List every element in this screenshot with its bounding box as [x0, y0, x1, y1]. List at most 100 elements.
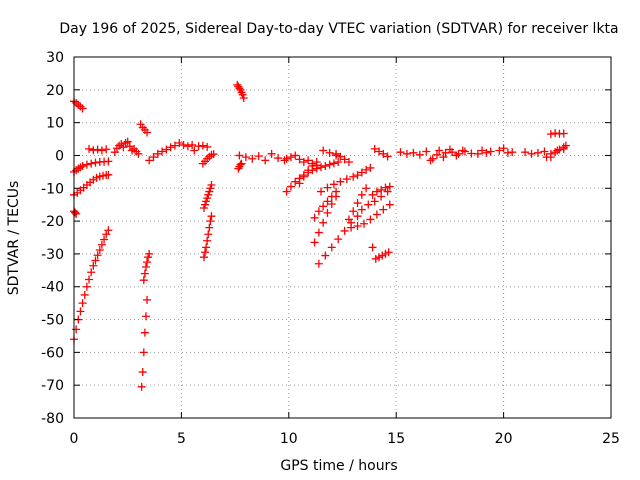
- data-point: [415, 150, 424, 159]
- series-arc-29: [344, 184, 371, 224]
- y-tick-label: 30: [46, 50, 64, 66]
- data-point: [327, 243, 336, 252]
- series-arc-26: [319, 146, 341, 160]
- data-point: [439, 153, 448, 162]
- data-point: [282, 187, 291, 196]
- series-arc-38: [473, 146, 495, 158]
- series-arc-10: [137, 295, 152, 391]
- data-point: [102, 145, 111, 154]
- data-point: [170, 141, 179, 150]
- data-point: [542, 153, 551, 162]
- series-arc-41: [542, 141, 570, 162]
- data-point: [332, 192, 341, 201]
- x-tick-label: 25: [602, 431, 620, 447]
- series-arc-25: [314, 212, 362, 268]
- data-point: [323, 197, 332, 206]
- data-point: [239, 94, 248, 103]
- series-arc-22: [295, 158, 321, 188]
- data-point: [521, 148, 530, 157]
- data-point: [143, 128, 152, 137]
- data-point: [204, 230, 213, 239]
- data-point: [383, 152, 392, 161]
- data-point: [299, 158, 308, 167]
- data-point: [325, 160, 334, 169]
- data-point: [104, 170, 113, 179]
- data-point: [141, 263, 150, 272]
- data-point: [267, 149, 276, 158]
- data-point: [82, 282, 91, 291]
- data-point: [321, 251, 330, 260]
- data-point: [499, 144, 508, 153]
- series-arc-16: [199, 212, 216, 262]
- data-point: [551, 148, 560, 157]
- data-point: [342, 175, 351, 184]
- x-tick-label: 20: [495, 431, 513, 447]
- data-point: [207, 212, 216, 221]
- x-axis-title: GPS time / hours: [280, 458, 397, 474]
- data-point: [89, 146, 98, 155]
- y-tick-label: -40: [41, 280, 64, 296]
- data-point: [140, 328, 149, 337]
- data-point: [314, 207, 323, 216]
- data-point: [381, 183, 390, 192]
- data-point: [207, 180, 216, 189]
- x-tick-label: 0: [70, 431, 79, 447]
- data-point: [319, 146, 328, 155]
- data-point: [91, 158, 100, 167]
- data-point: [314, 259, 323, 268]
- data-point: [357, 205, 366, 214]
- data-point: [202, 243, 211, 252]
- x-tick-label: 15: [387, 431, 405, 447]
- data-point: [235, 84, 244, 93]
- data-point: [372, 187, 381, 196]
- data-point: [473, 149, 482, 158]
- data-point: [357, 190, 366, 199]
- data-point: [353, 199, 362, 208]
- data-point: [72, 209, 81, 218]
- data-point: [334, 235, 343, 244]
- data-point: [314, 228, 323, 237]
- data-point: [143, 295, 152, 304]
- data-point: [370, 197, 379, 206]
- y-tick-label: -80: [41, 411, 64, 427]
- data-point: [555, 145, 564, 154]
- data-point: [291, 177, 300, 186]
- data-point: [89, 261, 98, 270]
- series-arc-37: [426, 145, 467, 165]
- data-point: [102, 230, 111, 239]
- series-arc-24: [310, 192, 341, 247]
- data-point: [194, 142, 203, 151]
- data-point: [486, 147, 495, 156]
- data-point: [71, 208, 80, 217]
- y-tick-label: -50: [41, 313, 64, 329]
- data-point: [533, 148, 542, 157]
- data-point: [97, 146, 106, 155]
- data-point: [286, 182, 295, 191]
- data-point: [503, 148, 512, 157]
- data-point: [312, 158, 321, 167]
- data-point: [310, 213, 319, 222]
- data-point: [291, 151, 300, 160]
- series-arc-27: [317, 172, 358, 196]
- series-arc-34: [368, 243, 393, 263]
- data-point: [357, 168, 366, 177]
- data-point: [85, 144, 94, 153]
- data-point: [329, 159, 338, 168]
- data-point: [353, 212, 362, 221]
- data-point: [74, 100, 83, 109]
- data-point: [433, 150, 442, 159]
- data-point: [364, 200, 373, 209]
- data-point: [546, 149, 555, 158]
- data-point: [282, 154, 291, 163]
- series-arc-14: [198, 150, 218, 168]
- data-point: [362, 184, 371, 193]
- data-point: [353, 171, 362, 180]
- data-point: [95, 245, 104, 254]
- series-arc-05: [70, 226, 113, 344]
- x-tick-label: 10: [280, 431, 298, 447]
- data-point: [141, 312, 150, 321]
- data-point: [384, 248, 393, 257]
- series-arc-40: [521, 144, 568, 162]
- data-point: [261, 156, 270, 165]
- data-point: [323, 183, 332, 192]
